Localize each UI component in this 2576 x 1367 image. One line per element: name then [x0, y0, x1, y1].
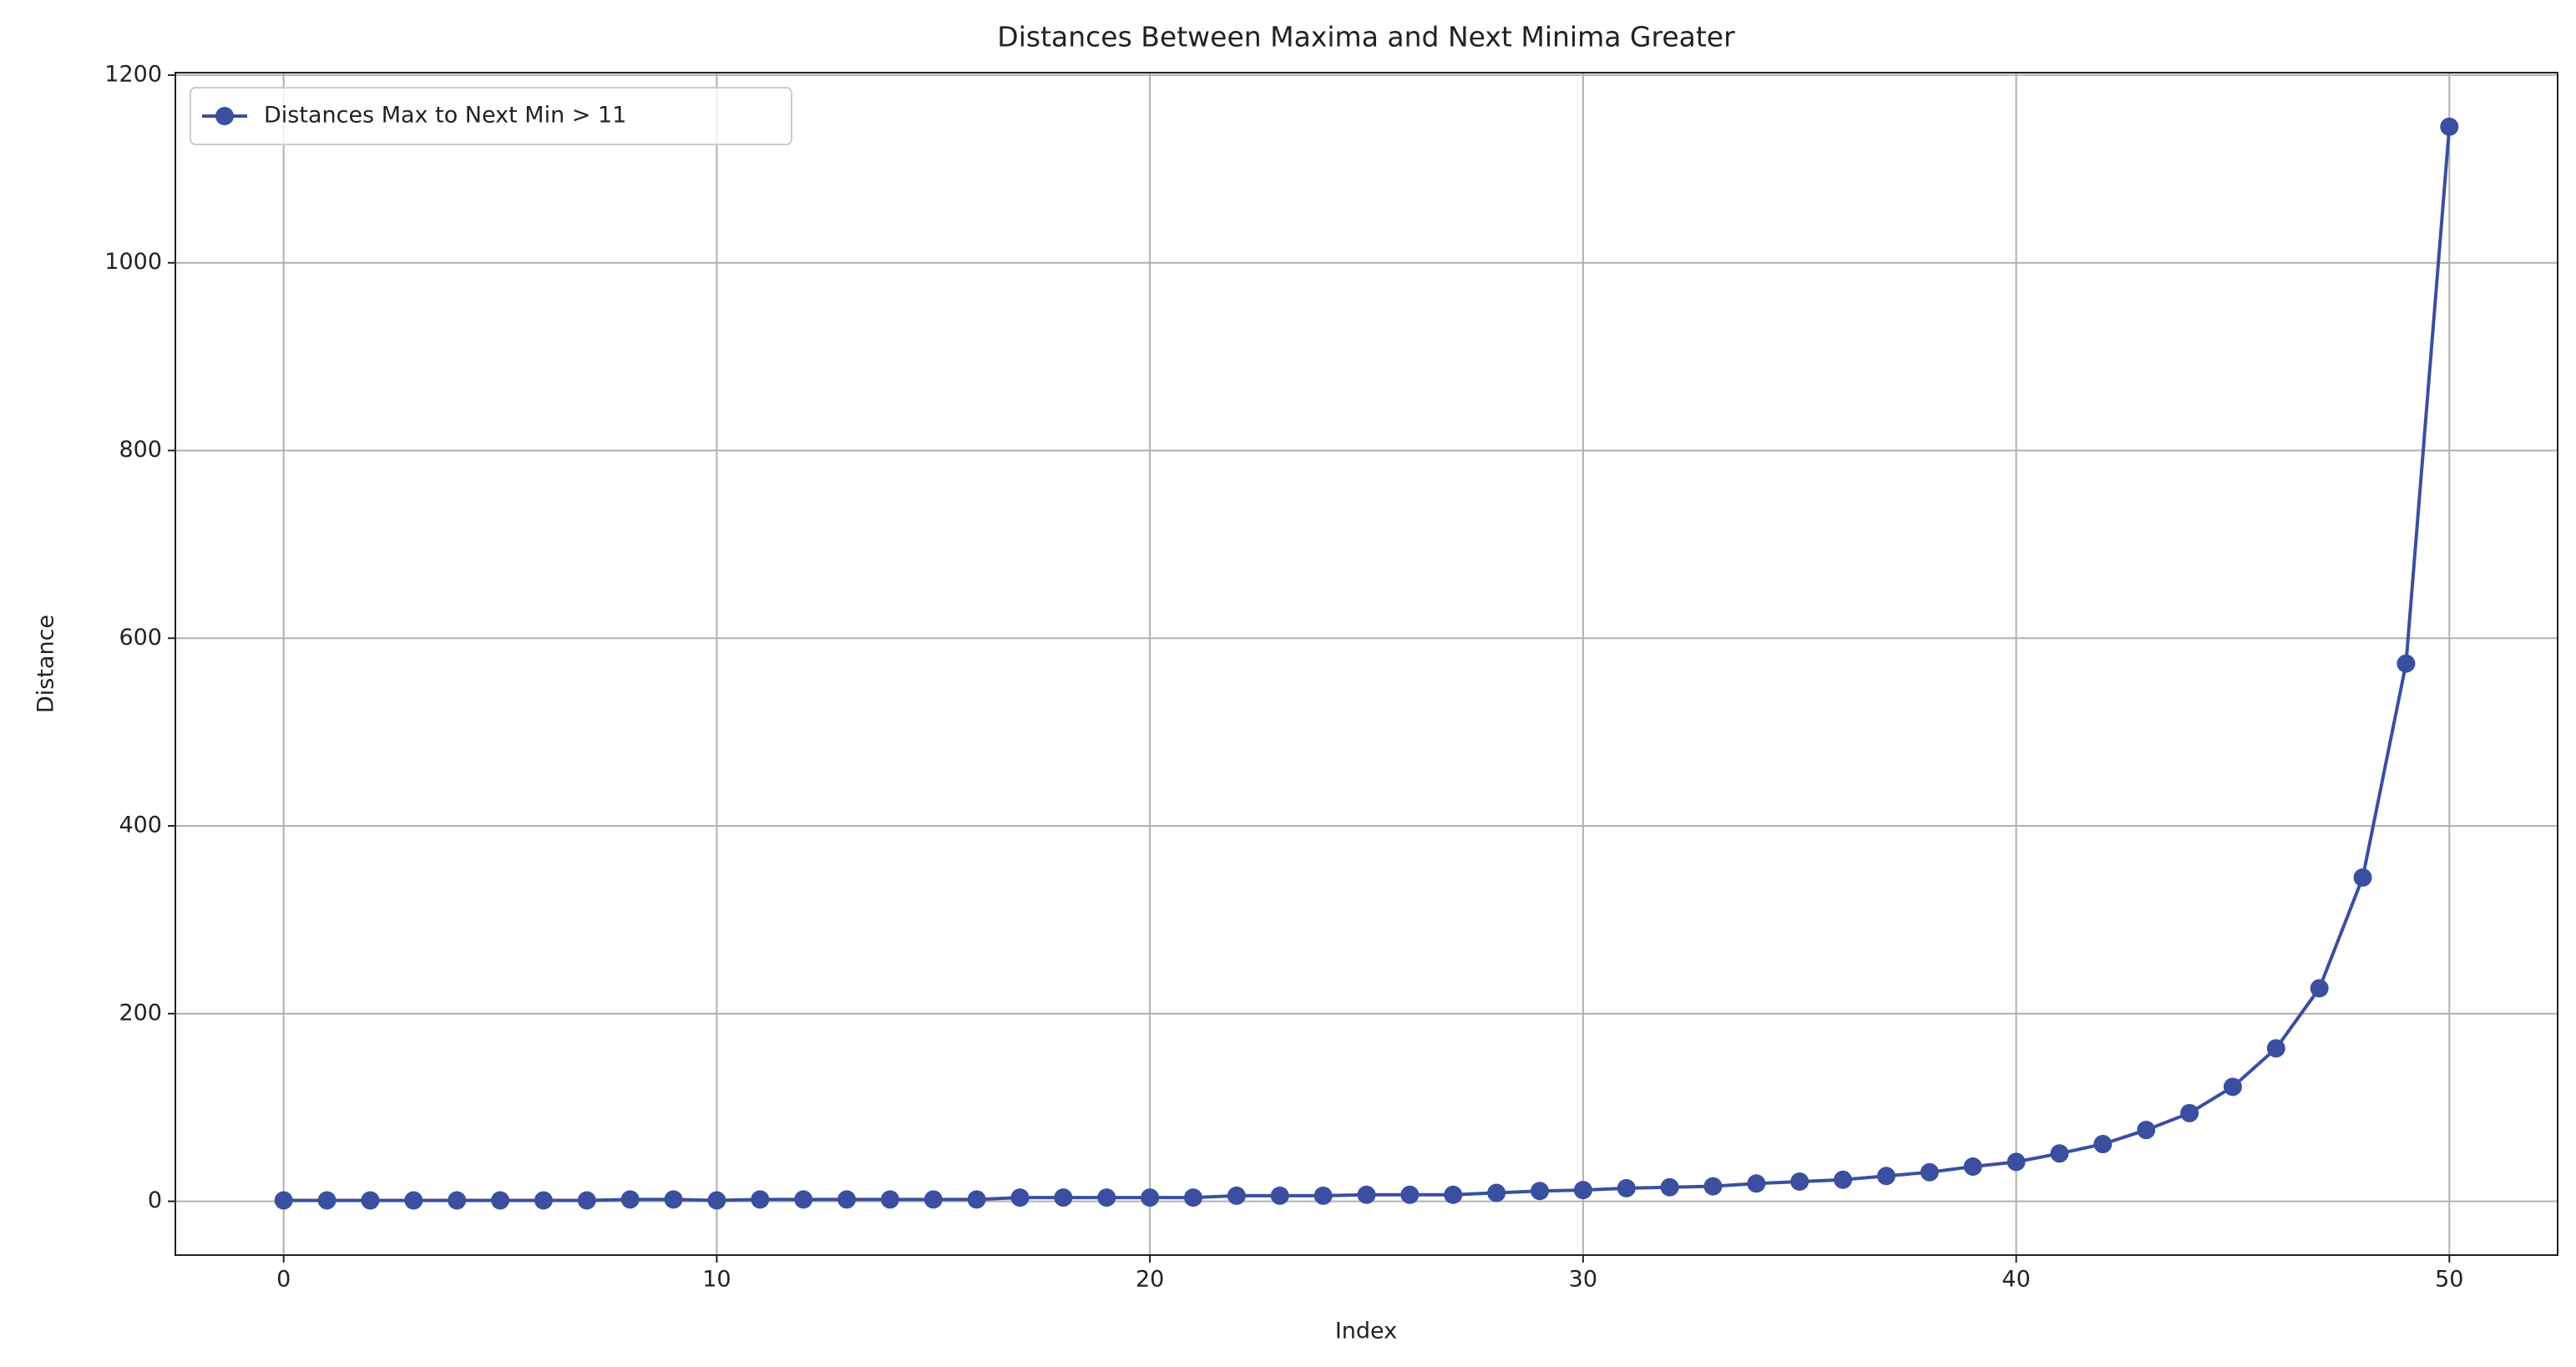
data-point [274, 1191, 293, 1210]
data-point [1530, 1182, 1549, 1201]
data-point [317, 1191, 337, 1210]
data-point [880, 1190, 899, 1209]
data-point [361, 1191, 380, 1210]
x-tick-label: 10 [702, 1267, 731, 1293]
y-tick-label: 600 [119, 625, 162, 651]
data-point [2007, 1152, 2026, 1172]
data-point [1703, 1177, 1723, 1196]
data-point [2223, 1077, 2242, 1096]
x-tick-label: 0 [276, 1267, 291, 1293]
y-tick-label: 400 [119, 813, 162, 838]
data-point [577, 1191, 596, 1210]
x-tick-label: 40 [2002, 1267, 2030, 1293]
data-point [1747, 1174, 1766, 1193]
data-point [967, 1190, 986, 1209]
data-point [1184, 1188, 1203, 1208]
data-point [664, 1190, 683, 1209]
x-tick-label: 20 [1136, 1267, 1164, 1293]
data-point [2353, 868, 2372, 887]
data-point [924, 1190, 943, 1209]
data-point [2180, 1103, 2199, 1122]
data-point [2093, 1135, 2113, 1154]
data-point [1141, 1188, 1160, 1208]
chart-title: Distances Between Maxima and Next Minima… [997, 21, 1735, 53]
data-point [1876, 1167, 1895, 1186]
data-point [404, 1191, 423, 1210]
data-point [1227, 1186, 1246, 1205]
data-point [1010, 1188, 1030, 1208]
legend-box [190, 87, 792, 145]
data-point [1444, 1185, 1463, 1204]
data-point [1270, 1186, 1289, 1205]
data-point [2137, 1121, 2156, 1140]
data-point [1790, 1172, 1809, 1191]
data-point [1400, 1185, 1420, 1204]
data-line [283, 126, 2452, 1202]
data-point [448, 1191, 467, 1210]
data-point [534, 1191, 553, 1210]
data-point [2050, 1144, 2069, 1163]
data-point [1357, 1185, 1376, 1204]
data-point [794, 1190, 813, 1209]
x-axis-label: Index [1335, 1319, 1397, 1344]
data-point [1963, 1157, 1982, 1177]
data-point [1097, 1188, 1116, 1208]
data-point [620, 1190, 640, 1209]
legend-label: Distances Max to Next Min > 11 [264, 103, 626, 129]
y-tick-label: 1200 [104, 61, 162, 87]
y-tick-label: 200 [119, 1000, 162, 1025]
x-tick-label: 30 [1569, 1267, 1597, 1293]
data-point [2396, 654, 2416, 673]
data-point [2266, 1039, 2285, 1058]
data-point [1920, 1162, 1939, 1182]
data-point [838, 1190, 857, 1209]
y-tick-label: 1000 [104, 249, 162, 275]
data-point [1617, 1178, 1636, 1197]
data-point [1660, 1177, 1679, 1197]
y-tick-label: 800 [119, 437, 162, 463]
y-tick-label: 0 [148, 1187, 162, 1213]
data-point [1487, 1183, 1506, 1202]
legend-marker [215, 107, 234, 125]
data-point [1313, 1186, 1333, 1205]
y-axis-label: Distance [33, 615, 59, 713]
data-point [2440, 117, 2459, 136]
data-point [1573, 1181, 1592, 1200]
data-point [1054, 1188, 1073, 1208]
x-tick-label: 50 [2435, 1267, 2463, 1293]
plot-frame [175, 72, 2558, 1256]
data-point [1834, 1170, 1853, 1189]
data-point [2310, 979, 2329, 998]
data-point [751, 1190, 770, 1209]
data-point [707, 1191, 726, 1210]
data-point [491, 1191, 510, 1210]
